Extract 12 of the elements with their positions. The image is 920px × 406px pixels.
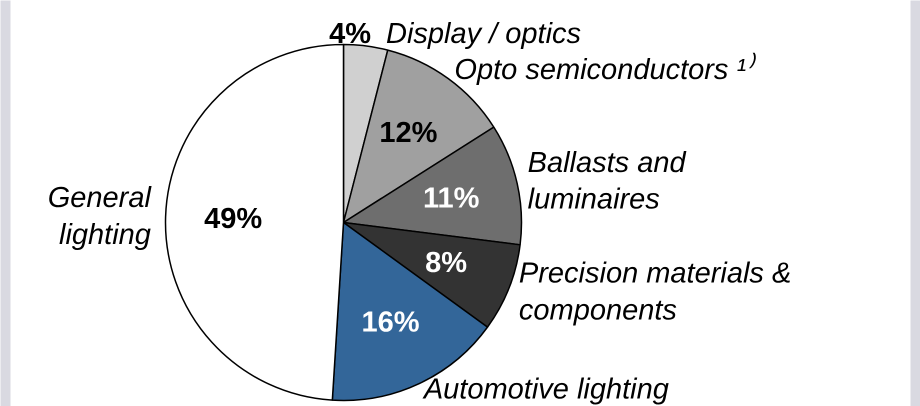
data-label: 11%: [422, 182, 480, 214]
slice-label: Automotive lighting: [422, 374, 669, 406]
data-label: 12%: [379, 117, 438, 150]
data-label: 16%: [361, 306, 420, 338]
slice-label: Display / optics: [386, 18, 582, 50]
slice-label: Ballasts and luminaires: [528, 146, 686, 216]
slice-label: Opto semiconductors ¹⁾: [454, 52, 756, 86]
slice-label: General lighting: [48, 182, 152, 251]
slice-label: Precision materials & components: [518, 258, 792, 326]
data-label: 49%: [204, 203, 262, 236]
data-label: 8%: [425, 247, 468, 280]
data-label: 4%: [329, 18, 372, 50]
